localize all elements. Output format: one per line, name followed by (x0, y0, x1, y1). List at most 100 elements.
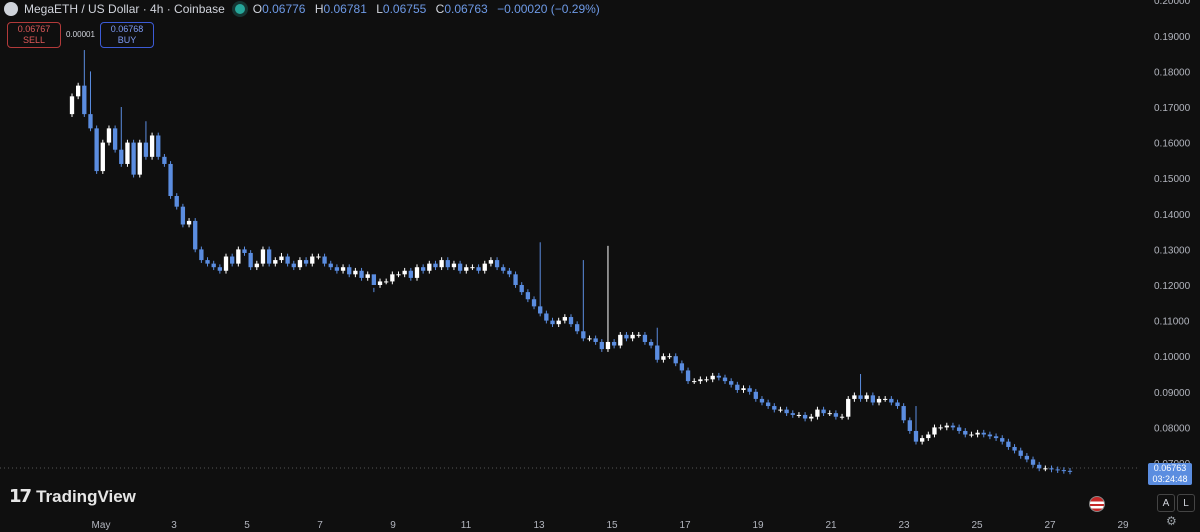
price-tick-label: 0.18000 (1154, 67, 1191, 78)
candle-body (796, 414, 802, 416)
candle-body (673, 356, 678, 364)
candle-body (513, 274, 518, 285)
candle-body (186, 220, 192, 225)
candle-body (162, 156, 167, 164)
candle-body (1037, 464, 1042, 469)
time-tick-label: 19 (752, 520, 764, 531)
candle-body (889, 398, 894, 403)
candle-body (685, 370, 691, 382)
time-tick-label: 29 (1117, 520, 1129, 531)
settings-gear-icon[interactable]: ⚙ (1166, 514, 1177, 528)
time-tick-label: 3 (171, 520, 177, 531)
candle-body (464, 267, 469, 271)
candle-body (230, 256, 235, 264)
candle-body (143, 142, 149, 157)
candle-body (901, 406, 906, 421)
candle-body (156, 135, 161, 157)
currency-flag-icon[interactable] (1089, 496, 1105, 512)
candle-body (648, 341, 654, 346)
candle-body (605, 341, 611, 350)
candle-body (223, 256, 229, 271)
candle-body (1061, 470, 1066, 472)
candle-body (254, 263, 259, 268)
candle-body (1000, 438, 1005, 442)
price-axis[interactable]: 0.070000.080000.090000.100000.110000.120… (1154, 0, 1191, 470)
candle-body (735, 384, 740, 391)
candle-body (661, 356, 666, 360)
candle-body (1012, 446, 1017, 451)
tradingview-logo[interactable]: 𝟭𝟳 TradingView (9, 486, 136, 507)
time-tick-label: 7 (317, 520, 323, 531)
candle-body (1006, 441, 1011, 447)
candle-body (193, 220, 198, 250)
candle-body (741, 388, 746, 391)
candle-body (987, 434, 993, 437)
candle-body (125, 142, 130, 164)
candle-body (698, 379, 703, 382)
candle-body (655, 345, 660, 360)
candle-body (427, 263, 432, 271)
candle-body (729, 381, 734, 385)
time-axis[interactable]: May 3 5 7 9 11 13 15 17 19 21 23 25 27 29 (92, 520, 1129, 531)
candle-body (149, 135, 155, 157)
candle-body (297, 260, 303, 268)
candle-body (439, 260, 444, 268)
price-tick-label: 0.11000 (1154, 317, 1190, 328)
candle-body (470, 267, 475, 269)
candle-body (587, 338, 592, 340)
candle-body (907, 420, 912, 431)
price-tick-label: 0.17000 (1154, 103, 1191, 114)
auto-scale-button[interactable]: A (1157, 494, 1175, 512)
symbol-title[interactable]: MegaETH / US Dollar · 4h · Coinbase (24, 2, 225, 16)
sell-button[interactable]: 0.06767 SELL (7, 22, 61, 48)
candle-body (488, 260, 494, 264)
candle-body (236, 249, 241, 264)
candle-body (291, 263, 296, 268)
candle-body (494, 260, 500, 268)
log-scale-button[interactable]: L (1177, 494, 1195, 512)
candle-body (704, 379, 709, 381)
candle-body (396, 274, 401, 276)
close-label: C (435, 2, 445, 16)
candle-body (303, 260, 309, 264)
candle-body (248, 252, 253, 268)
candle-body (815, 409, 820, 417)
last-price-value: 0.06763 (1153, 463, 1187, 473)
bar-countdown: 03:24:48 (1152, 474, 1188, 484)
ohlc-values: O0.06776 H0.06781 L0.06755 C0.06763 −0.0… (253, 2, 606, 16)
candle-body (205, 260, 210, 264)
time-tick-label: 17 (679, 520, 691, 531)
candle-body (168, 163, 173, 196)
sell-price: 0.06767 (17, 24, 51, 34)
candle-body (753, 391, 758, 399)
candle-body (747, 388, 752, 392)
chart-header: MegaETH / US Dollar · 4h · Coinbase O0.0… (0, 0, 606, 18)
buy-button[interactable]: 0.06768 BUY (100, 22, 154, 48)
candle-body (199, 249, 204, 261)
candle-body (137, 142, 142, 175)
time-tick-label: 25 (971, 520, 983, 531)
candle-body (538, 306, 543, 314)
candle-body (772, 406, 777, 410)
candle-body (359, 270, 364, 278)
high-value: 0.06781 (323, 2, 367, 16)
tradingview-mark-icon: 𝟭𝟳 (9, 486, 32, 506)
candle-body (112, 128, 118, 150)
candle-body (993, 436, 999, 439)
candle-body (944, 425, 949, 428)
candle-body (636, 334, 641, 336)
candle-body (599, 341, 604, 350)
candle-body (611, 341, 617, 346)
candle-body (119, 149, 124, 164)
candle-body (260, 249, 266, 264)
high-label: H (314, 2, 324, 16)
candle-body (1067, 470, 1073, 472)
sell-label: SELL (22, 35, 46, 45)
candle-body (285, 256, 290, 264)
change-value: −0.00020 (−0.29%) (497, 2, 600, 16)
candle-body (408, 270, 413, 278)
candle-body (833, 413, 839, 417)
low-label: L (376, 2, 383, 16)
candle-body (371, 274, 377, 285)
